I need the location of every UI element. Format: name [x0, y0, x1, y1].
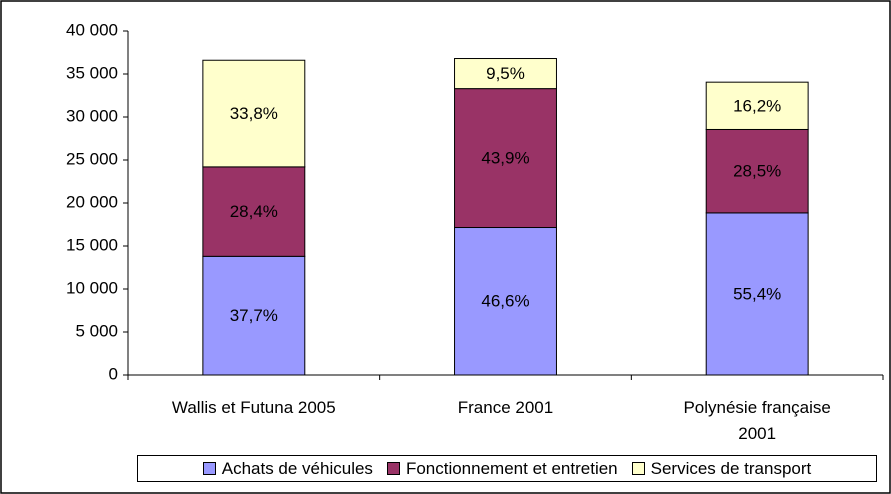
data-label: 28,5% — [733, 162, 781, 181]
data-label: 28,4% — [230, 202, 278, 221]
legend-item: Fonctionnement et entretien — [386, 458, 618, 479]
bar-segment — [454, 88, 557, 229]
y-tick-label: 0 — [109, 364, 118, 383]
bar-segment — [705, 212, 809, 376]
y-tick-label: 5 000 — [75, 321, 118, 340]
legend-label: Achats de véhicules — [221, 458, 373, 478]
legend-swatch — [202, 462, 216, 475]
x-tick-label: France 2001 — [457, 398, 554, 417]
legend-label: Services de transport — [650, 458, 812, 478]
data-label: 43,9% — [481, 149, 529, 168]
bar-segment — [705, 81, 809, 130]
data-label: 46,6% — [481, 292, 529, 311]
data-label: 16,2% — [733, 96, 781, 115]
legend: Achats de véhicules Fonctionnement et ent… — [137, 455, 877, 482]
data-label: 55,4% — [733, 284, 781, 303]
x-tick-label: Wallis et Futuna 2005 — [171, 398, 336, 417]
bar-segment — [202, 59, 306, 168]
y-tick-label: 25 000 — [66, 149, 118, 168]
bar-segment — [202, 166, 306, 257]
legend-swatch — [386, 462, 400, 475]
y-tick-label: 35 000 — [66, 63, 118, 82]
data-label: 33,8% — [230, 104, 278, 123]
bar-segment — [705, 128, 809, 214]
data-label: 37,7% — [230, 306, 278, 325]
y-tick-label: 30 000 — [66, 106, 118, 125]
bar-segment — [202, 255, 306, 376]
legend-item: Services de transport — [631, 458, 812, 479]
y-tick-label: 20 000 — [66, 192, 118, 211]
bar-segment — [454, 227, 557, 376]
y-tick-label: 15 000 — [66, 235, 118, 254]
y-tick-label: 10 000 — [66, 278, 118, 297]
bar-segment — [454, 58, 557, 90]
legend-label: Fonctionnement et entretien — [405, 458, 618, 478]
data-label: 9,5% — [486, 64, 525, 83]
legend-item: Achats de véhicules — [202, 458, 373, 479]
x-tick-label: Polynésie française 2001 — [683, 398, 831, 443]
y-tick-label: 40 000 — [66, 20, 118, 39]
legend-swatch — [631, 462, 645, 475]
